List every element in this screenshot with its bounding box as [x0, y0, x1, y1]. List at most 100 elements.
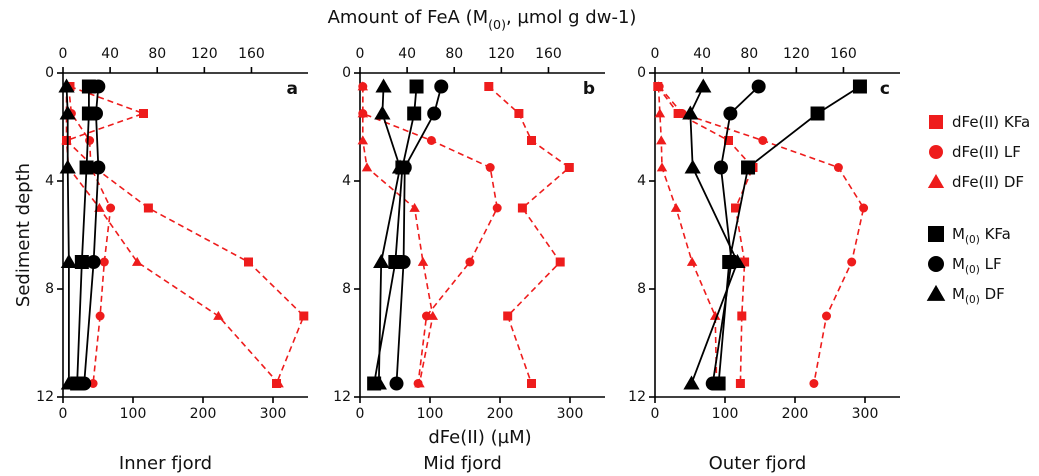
y-tick-label: 4	[45, 173, 54, 189]
marker-circle	[91, 79, 106, 94]
x2-tick-label: 160	[830, 46, 857, 62]
marker-circle	[85, 136, 95, 145]
series-line	[657, 86, 718, 384]
marker-triangle	[273, 378, 284, 388]
marker-circle	[485, 163, 495, 172]
marker-square	[409, 79, 424, 94]
x-tick-label: 300	[852, 406, 879, 422]
x-tick-label: 200	[487, 406, 514, 422]
y-tick-label: 0	[342, 65, 351, 81]
marker-triangle	[682, 105, 699, 120]
marker-square	[527, 379, 536, 388]
marker-circle	[758, 136, 768, 145]
marker-triangle	[370, 375, 387, 390]
marker-triangle	[654, 108, 666, 118]
y-tick-label: 12	[333, 389, 351, 405]
marker-triangle	[60, 375, 78, 390]
marker-triangle	[357, 81, 369, 91]
series-line	[657, 86, 754, 384]
marker-square	[407, 106, 422, 121]
y-tick-label: 4	[342, 173, 351, 189]
marker-circle	[88, 379, 98, 388]
marker-triangle	[670, 202, 682, 212]
marker-circle	[427, 106, 442, 121]
panel-subtitle: Inner fjord	[119, 453, 212, 474]
marker-circle	[426, 136, 436, 145]
marker-triangle	[373, 254, 390, 268]
legend-label: dFe(II) KFa	[952, 113, 1030, 131]
marker-circle	[723, 106, 738, 121]
marker-triangle	[684, 159, 701, 174]
x-tick-label: 300	[557, 406, 584, 422]
marker-circle	[86, 255, 101, 269]
marker-circle	[396, 255, 411, 269]
series-line	[488, 85, 571, 384]
marker-circle	[847, 257, 857, 267]
marker-triangle	[59, 159, 76, 174]
marker-triangle	[391, 159, 409, 174]
x-tick-label: 100	[712, 406, 739, 422]
series-line	[717, 85, 861, 384]
x2-tick-label: 120	[783, 46, 810, 62]
top-axis-label: Amount of FeA (M(0), µmol g dw-1)	[328, 7, 637, 32]
series-line	[658, 85, 865, 384]
marker-triangle	[60, 254, 78, 268]
y-tick-label: 0	[637, 65, 646, 81]
marker-triangle	[653, 81, 664, 91]
marker-triangle	[131, 256, 143, 266]
bottom-axis-label: dFe(II) (µM)	[428, 427, 531, 448]
marker-triangle	[427, 310, 439, 320]
marker-triangle	[683, 375, 700, 390]
marker-triangle	[656, 135, 667, 145]
x-tick-label: 0	[59, 406, 68, 422]
x2-tick-label: 40	[398, 46, 416, 62]
marker-circle	[99, 257, 109, 267]
x2-tick-label: 160	[535, 46, 562, 62]
marker-circle	[465, 257, 475, 267]
x-tick-label: 300	[260, 406, 287, 422]
legend-label: M(0) DF	[952, 285, 1005, 307]
x-tick-label: 0	[356, 406, 365, 422]
x-tick-label: 100	[120, 406, 147, 422]
x2-tick-label: 0	[59, 46, 68, 62]
marker-square	[740, 257, 750, 267]
marker-circle	[929, 145, 943, 159]
x-tick-label: 0	[651, 406, 660, 422]
panel-letter: c	[880, 79, 890, 99]
y-tick-label: 0	[45, 65, 54, 81]
panel-letter: a	[287, 79, 298, 99]
series-line	[67, 86, 112, 384]
y-tick-label: 8	[342, 281, 351, 297]
marker-square	[503, 311, 513, 321]
x2-tick-label: 80	[148, 46, 166, 62]
legend-label: dFe(II) DF	[952, 173, 1024, 191]
marker-square	[74, 255, 89, 269]
marker-triangle	[58, 78, 75, 93]
marker-triangle	[686, 256, 698, 266]
marker-square	[514, 109, 524, 118]
x2-tick-label: 40	[693, 46, 711, 62]
series-line	[65, 85, 305, 384]
marker-square	[852, 79, 867, 94]
marker-circle	[492, 203, 502, 213]
x2-tick-label: 160	[238, 46, 265, 62]
x2-tick-label: 120	[488, 46, 515, 62]
series-line	[65, 86, 70, 384]
marker-triangle	[695, 78, 712, 93]
x2-tick-label: 80	[445, 46, 463, 62]
marker-circle	[434, 79, 449, 94]
marker-circle	[88, 106, 103, 121]
marker-circle	[389, 376, 404, 391]
y-tick-label: 4	[637, 173, 646, 189]
marker-square	[555, 257, 565, 267]
marker-square	[517, 203, 527, 213]
marker-circle	[713, 160, 728, 175]
marker-square	[79, 160, 94, 175]
marker-circle	[77, 376, 92, 391]
marker-triangle	[357, 108, 369, 118]
marker-circle	[751, 79, 766, 94]
panel-subtitle: Outer fjord	[709, 453, 807, 474]
x2-tick-label: 80	[740, 46, 758, 62]
series-line	[361, 86, 499, 384]
